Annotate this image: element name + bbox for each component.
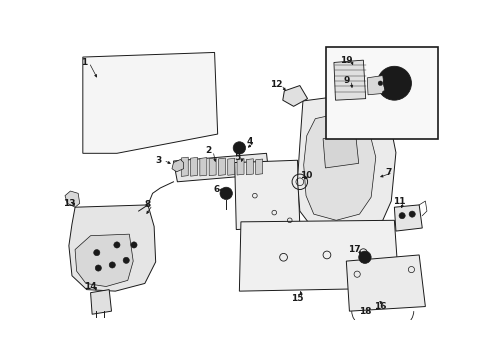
Circle shape bbox=[382, 91, 386, 95]
Polygon shape bbox=[209, 158, 216, 176]
Polygon shape bbox=[346, 255, 425, 311]
Polygon shape bbox=[239, 220, 398, 291]
FancyBboxPatch shape bbox=[325, 47, 437, 139]
Circle shape bbox=[114, 242, 120, 248]
Polygon shape bbox=[181, 157, 188, 176]
Circle shape bbox=[220, 187, 232, 199]
Circle shape bbox=[383, 72, 405, 94]
Text: 18: 18 bbox=[359, 307, 371, 316]
Polygon shape bbox=[82, 53, 217, 153]
Text: 5: 5 bbox=[234, 153, 241, 162]
Polygon shape bbox=[234, 160, 299, 230]
Circle shape bbox=[377, 66, 410, 100]
Text: 12: 12 bbox=[270, 80, 282, 89]
Polygon shape bbox=[172, 159, 183, 172]
Circle shape bbox=[109, 262, 115, 268]
Circle shape bbox=[95, 265, 101, 271]
Polygon shape bbox=[237, 158, 244, 175]
Text: 7: 7 bbox=[384, 168, 390, 177]
Polygon shape bbox=[366, 76, 384, 95]
Text: 8: 8 bbox=[144, 201, 151, 210]
Text: 11: 11 bbox=[392, 197, 405, 206]
Polygon shape bbox=[333, 60, 365, 100]
Polygon shape bbox=[303, 111, 375, 220]
Polygon shape bbox=[173, 153, 268, 182]
Circle shape bbox=[131, 242, 137, 248]
Polygon shape bbox=[246, 159, 253, 175]
Circle shape bbox=[358, 251, 370, 264]
Polygon shape bbox=[393, 205, 422, 231]
Circle shape bbox=[377, 81, 382, 86]
Polygon shape bbox=[75, 234, 133, 287]
Text: 4: 4 bbox=[246, 137, 253, 146]
Circle shape bbox=[382, 71, 386, 76]
Circle shape bbox=[349, 93, 355, 99]
Circle shape bbox=[408, 211, 414, 217]
Text: 3: 3 bbox=[155, 156, 162, 165]
Polygon shape bbox=[200, 158, 206, 176]
Text: 10: 10 bbox=[299, 171, 311, 180]
Circle shape bbox=[94, 249, 100, 256]
Polygon shape bbox=[190, 157, 197, 176]
Circle shape bbox=[401, 91, 406, 95]
Circle shape bbox=[123, 257, 129, 264]
Polygon shape bbox=[69, 205, 155, 291]
Text: 15: 15 bbox=[291, 294, 303, 303]
Circle shape bbox=[405, 81, 410, 86]
Circle shape bbox=[233, 142, 245, 154]
Circle shape bbox=[401, 71, 406, 76]
Circle shape bbox=[391, 95, 396, 99]
Polygon shape bbox=[227, 158, 234, 175]
Circle shape bbox=[398, 213, 405, 219]
Polygon shape bbox=[323, 134, 358, 168]
Text: 9: 9 bbox=[343, 76, 349, 85]
Polygon shape bbox=[282, 86, 307, 106]
Text: 1: 1 bbox=[81, 58, 87, 67]
Text: 14: 14 bbox=[84, 282, 97, 291]
Text: 16: 16 bbox=[373, 302, 386, 311]
Polygon shape bbox=[218, 158, 225, 175]
Polygon shape bbox=[65, 191, 80, 207]
Polygon shape bbox=[297, 95, 395, 236]
Text: 13: 13 bbox=[62, 199, 75, 208]
Polygon shape bbox=[255, 159, 262, 175]
Text: 17: 17 bbox=[347, 245, 360, 254]
Text: 19: 19 bbox=[339, 56, 352, 65]
Polygon shape bbox=[90, 289, 111, 314]
Text: 6: 6 bbox=[213, 185, 219, 194]
Text: 2: 2 bbox=[205, 147, 211, 156]
Circle shape bbox=[391, 67, 396, 72]
